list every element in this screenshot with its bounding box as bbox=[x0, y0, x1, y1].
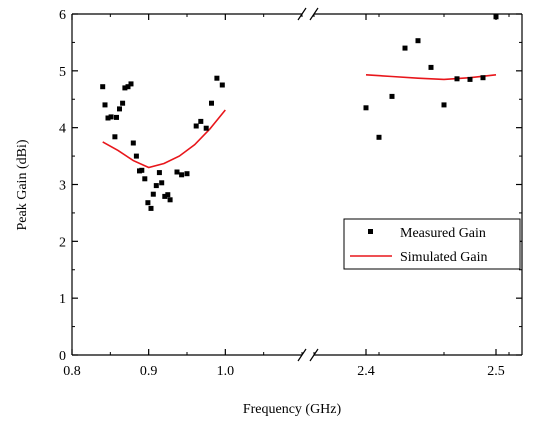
measured-gain-point bbox=[209, 100, 214, 106]
measured-gain-point bbox=[145, 200, 151, 206]
measured-gain-point bbox=[480, 75, 486, 81]
measured-gain-point bbox=[402, 45, 408, 51]
measured-gain-point bbox=[128, 81, 134, 87]
x-tick-label-left: 1.0 bbox=[217, 364, 235, 379]
measured-gain-point bbox=[193, 123, 199, 129]
measured-gain-point bbox=[159, 180, 165, 186]
legend-measured-label: Measured Gain bbox=[400, 226, 486, 241]
measured-gain-point bbox=[120, 100, 126, 106]
simulated-gain-line-segment-1 bbox=[102, 109, 226, 169]
measured-gain-point bbox=[114, 114, 119, 120]
simulated-gain-line-segment-2 bbox=[365, 74, 497, 81]
measured-gain-point bbox=[389, 93, 395, 99]
measured-gain-point bbox=[376, 134, 382, 140]
measured-gain-point bbox=[162, 193, 168, 199]
measured-gain-point bbox=[467, 76, 473, 82]
measured-gain-point bbox=[179, 172, 185, 178]
y-tick-label: 3 bbox=[59, 179, 66, 194]
measured-gain-point bbox=[112, 134, 118, 140]
y-tick-label: 2 bbox=[59, 235, 66, 250]
y-tick-label: 4 bbox=[59, 122, 66, 137]
measured-gain-point bbox=[174, 169, 180, 175]
y-tick-label: 5 bbox=[59, 65, 66, 80]
measured-gain-point bbox=[415, 38, 421, 44]
measured-gain-point bbox=[165, 192, 171, 198]
measured-gain-point bbox=[150, 191, 156, 197]
measured-gain-point bbox=[198, 118, 204, 124]
x-tick-label-left: 0.8 bbox=[63, 364, 81, 379]
legend-simulated-label: Simulated Gain bbox=[400, 250, 488, 265]
y-axis-title: Peak Gain (dBi) bbox=[15, 139, 30, 230]
measured-gain-point bbox=[493, 14, 499, 20]
measured-gain-point bbox=[105, 115, 111, 121]
y-tick-label: 6 bbox=[59, 8, 66, 23]
x-axis-title: Frequency (GHz) bbox=[243, 402, 342, 417]
measured-gain-point bbox=[219, 82, 225, 88]
measured-gain-point bbox=[130, 140, 136, 146]
y-tick-label: 0 bbox=[59, 349, 66, 364]
measured-gain-point bbox=[122, 85, 128, 91]
measured-gain-point bbox=[125, 84, 131, 90]
tick-labels: 0 1 2 3 4 5 6 0.8 0.9 1.0 2.4 2.5 bbox=[59, 8, 505, 379]
measured-gain-point bbox=[142, 176, 148, 182]
legend-box bbox=[343, 218, 521, 270]
measured-gain-point bbox=[167, 197, 173, 203]
measured-gain-point bbox=[184, 171, 190, 177]
legend-measured-marker bbox=[368, 229, 373, 234]
x-tick-label-right: 2.5 bbox=[487, 364, 505, 379]
measured-gain-point bbox=[153, 183, 159, 189]
measured-gain-point bbox=[214, 75, 220, 81]
axes bbox=[71, 7, 523, 362]
measured-gain-point bbox=[363, 105, 369, 111]
measured-gain-point bbox=[117, 106, 122, 112]
legend: Measured Gain Simulated Gain bbox=[343, 218, 521, 270]
measured-gain-point bbox=[139, 167, 145, 173]
x-tick-label-left: 0.9 bbox=[140, 364, 158, 379]
measured-gain-point bbox=[108, 114, 114, 120]
tick-marks bbox=[71, 13, 522, 356]
measured-gain-point bbox=[441, 102, 447, 108]
simulated-gain-series bbox=[102, 74, 497, 169]
measured-gain-series bbox=[100, 14, 499, 211]
measured-gain-point bbox=[428, 64, 434, 70]
y-tick-label: 1 bbox=[59, 292, 66, 307]
measured-gain-point bbox=[100, 84, 106, 90]
measured-gain-point bbox=[133, 153, 139, 159]
measured-gain-point bbox=[203, 125, 209, 131]
measured-gain-point bbox=[156, 170, 162, 176]
x-tick-label-right: 2.4 bbox=[357, 364, 375, 379]
measured-gain-point bbox=[102, 102, 108, 108]
measured-gain-point bbox=[148, 205, 154, 211]
measured-gain-point bbox=[454, 76, 460, 82]
